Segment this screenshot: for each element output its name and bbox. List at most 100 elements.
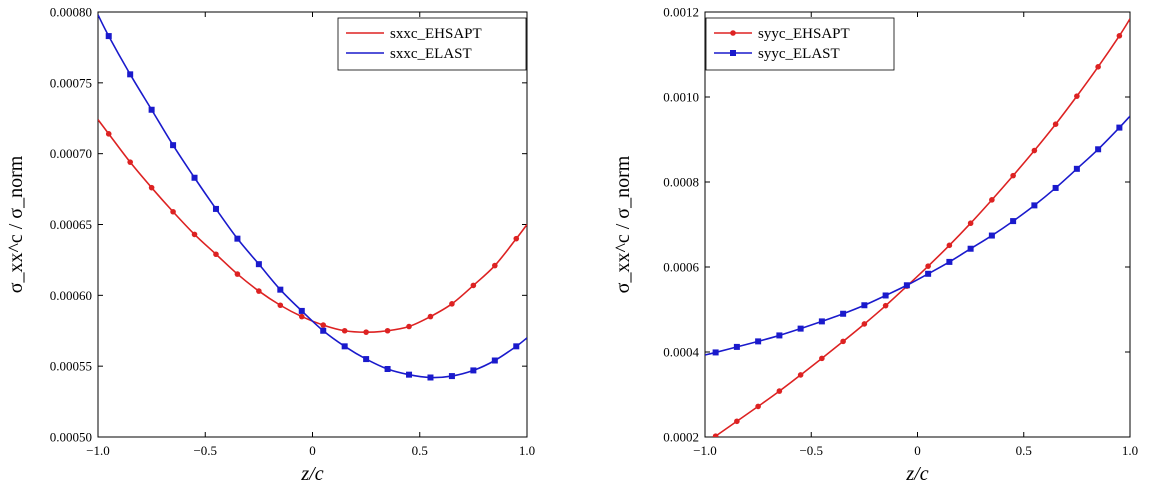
data-point-sxxc_EHSAPT	[105, 131, 112, 137]
data-point-syyc_ELAST	[755, 338, 762, 345]
data-point-syyc_ELAST	[1052, 184, 1059, 191]
data-point-sxxc_EHSAPT	[320, 322, 327, 328]
data-point-syyc_EHSAPT	[1031, 147, 1038, 154]
data-point-syyc_EHSAPT	[840, 338, 846, 345]
data-point-sxxc_ELAST	[255, 261, 262, 268]
chart-panel-1: −1.0 −0.5 0 0.5 1.0 0.00050 0.00055 0.00060 0.00…	[5, 5, 535, 486]
legend: syyc_EHSAPT syyc_ELAST	[705, 17, 895, 71]
data-point-syyc_ELAST	[1010, 218, 1017, 225]
data-point-syyc_EHSAPT	[1010, 172, 1016, 179]
data-point-sxxc_EHSAPT	[277, 302, 284, 309]
data-point-sxxc_ELAST	[277, 286, 284, 293]
data-point-syyc_ELAST	[882, 292, 889, 299]
x-tick-label: −0.5	[799, 443, 823, 458]
data-point-syyc_EHSAPT	[755, 403, 761, 410]
data-point-syyc_ELAST	[712, 349, 719, 356]
data-point-syyc_ELAST	[1095, 146, 1102, 153]
y-tick-label: 0.00080	[50, 5, 92, 20]
series-line-sxxc_ELAST	[98, 14, 527, 379]
data-point-sxxc_EHSAPT	[427, 313, 434, 320]
data-point-sxxc_ELAST	[491, 357, 498, 364]
x-tick-label: 1.0	[1122, 443, 1138, 458]
plot-area	[705, 18, 1130, 437]
legend-swatch-marker	[730, 50, 736, 56]
data-point-sxxc_ELAST	[191, 174, 198, 181]
x-tick-label: 1.0	[519, 443, 535, 458]
data-point-syyc_EHSAPT	[925, 263, 931, 269]
plot-frame	[704, 11, 1131, 438]
data-point-syyc_EHSAPT	[1095, 64, 1101, 70]
legend-swatch-marker	[730, 30, 736, 36]
y-axis-label: σ_xx^c / σ_norm	[612, 155, 634, 293]
y-tick-label: 0.00055	[50, 359, 92, 374]
data-point-syyc_ELAST	[903, 282, 910, 289]
series-line-syyc_ELAST	[705, 115, 1130, 356]
series-line-syyc_EHSAPT	[712, 18, 1130, 437]
x-tick-label: −1.0	[86, 443, 110, 458]
data-point-sxxc_ELAST	[170, 142, 177, 149]
data-point-sxxc_ELAST	[212, 205, 219, 212]
data-point-sxxc_ELAST	[470, 367, 477, 374]
y-tick-label: 0.00070	[50, 146, 92, 161]
data-point-syyc_ELAST	[733, 343, 740, 350]
y-tick-label: 0.00075	[50, 75, 92, 90]
y-tick-label: 0.0002	[663, 430, 699, 445]
x-tick-label: 0.5	[1016, 443, 1032, 458]
y-tick-label: 0.0004	[663, 345, 699, 360]
data-point-sxxc_EHSAPT	[406, 323, 412, 330]
data-point-syyc_EHSAPT	[734, 418, 740, 425]
chart-panel-2: −1.0 −0.5 0 0.5 1.0 0.0002 0.0004 0.0006 0.0008 0…	[612, 5, 1138, 486]
x-tick-label: −0.5	[193, 443, 217, 458]
data-point-syyc_ELAST	[840, 310, 847, 317]
data-point-sxxc_EHSAPT	[170, 208, 176, 215]
data-point-syyc_ELAST	[925, 270, 932, 277]
data-point-syyc_ELAST	[1031, 202, 1038, 209]
data-point-sxxc_EHSAPT	[298, 313, 305, 320]
data-point-sxxc_ELAST	[427, 374, 434, 381]
legend-box	[337, 17, 527, 71]
data-point-syyc_ELAST	[1116, 124, 1123, 131]
data-point-sxxc_ELAST	[320, 327, 327, 334]
data-point-syyc_EHSAPT	[946, 242, 953, 249]
data-point-sxxc_EHSAPT	[341, 327, 348, 334]
legend-label: sxxc_EHSAPT	[390, 26, 482, 42]
y-tick-label: 0.0010	[663, 90, 699, 105]
series-line-sxxc_EHSAPT	[98, 119, 527, 333]
data-point-sxxc_ELAST	[406, 371, 413, 378]
data-point-syyc_EHSAPT	[712, 433, 719, 437]
data-point-syyc_ELAST	[1073, 165, 1080, 172]
data-point-sxxc_ELAST	[298, 307, 305, 314]
y-axis-label: σ_xx^c / σ_norm	[5, 155, 27, 293]
data-point-sxxc_EHSAPT	[213, 251, 219, 258]
y-tick-label: 0.0012	[663, 5, 699, 20]
x-axis-label: z/c	[905, 463, 928, 485]
data-point-sxxc_EHSAPT	[492, 262, 498, 269]
legend-label: sxxc_ELAST	[390, 46, 472, 62]
data-point-sxxc_ELAST	[127, 71, 134, 78]
legend: sxxc_EHSAPT sxxc_ELAST	[337, 17, 527, 71]
data-point-syyc_ELAST	[988, 232, 995, 239]
data-point-syyc_ELAST	[946, 258, 953, 265]
legend-box	[705, 17, 895, 71]
data-point-syyc_EHSAPT	[1052, 121, 1059, 127]
data-point-syyc_EHSAPT	[989, 197, 995, 203]
data-point-sxxc_EHSAPT	[470, 282, 477, 289]
y-tick-label: 0.0008	[663, 175, 699, 190]
data-point-sxxc_EHSAPT	[148, 184, 155, 191]
data-point-syyc_ELAST	[861, 302, 868, 309]
data-point-syyc_ELAST	[797, 325, 804, 332]
data-point-sxxc_EHSAPT	[234, 271, 241, 277]
data-point-syyc_EHSAPT	[776, 388, 783, 394]
data-point-syyc_ELAST	[776, 332, 783, 339]
data-point-sxxc_EHSAPT	[384, 327, 391, 334]
data-point-syyc_EHSAPT	[1074, 93, 1080, 99]
data-point-sxxc_ELAST	[234, 235, 241, 242]
data-point-syyc_EHSAPT	[967, 220, 974, 227]
legend-label: syyc_EHSAPT	[758, 26, 850, 42]
x-tick-label: 0.5	[412, 443, 428, 458]
data-point-sxxc_EHSAPT	[127, 159, 133, 165]
data-point-sxxc_ELAST	[148, 106, 155, 113]
y-tick-label: 0.00065	[50, 217, 92, 232]
